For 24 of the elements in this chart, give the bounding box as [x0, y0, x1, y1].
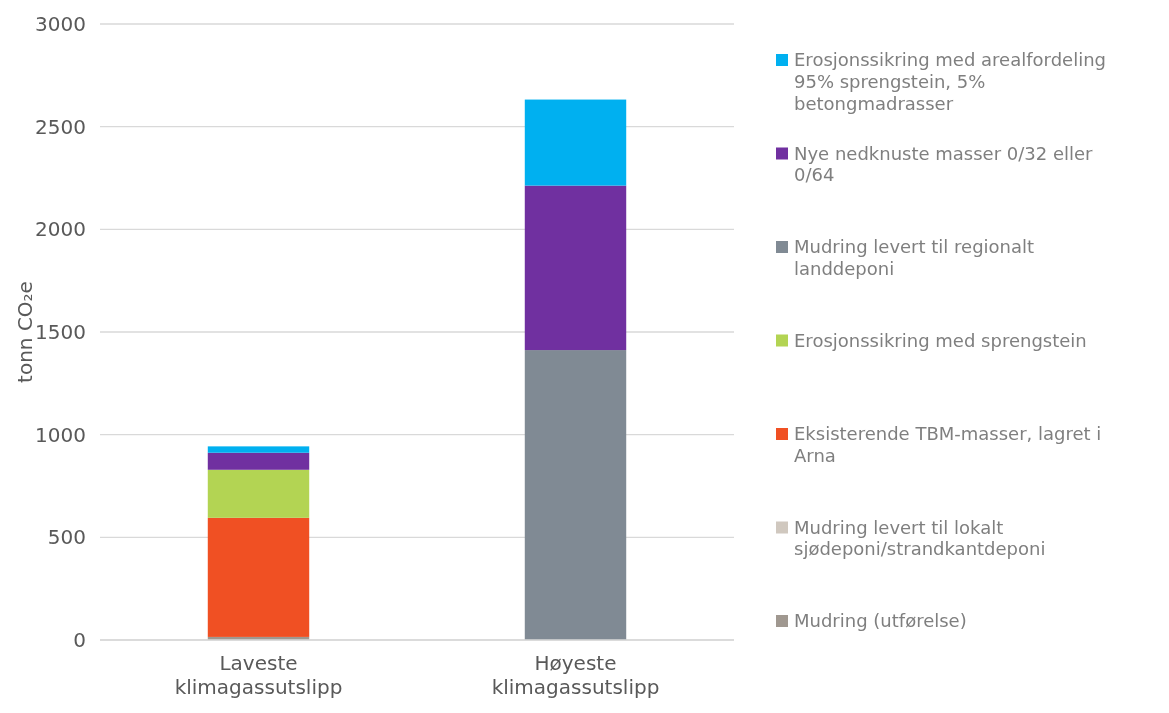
x-tick-label: Høyeste klimagassutslipp [491, 651, 660, 699]
bar [207, 469, 310, 518]
legend-label: Erosjonssikring med sprengstein [794, 329, 1087, 351]
x-tick-label: Laveste klimagassutslipp [174, 651, 343, 699]
legend-label: Mudring levert til lokalt sjødeponi/strandkantdeponi [794, 516, 1046, 560]
y-tick-label: 1000 [35, 422, 86, 447]
bar [207, 446, 310, 453]
bar [524, 99, 627, 186]
bar [207, 517, 310, 637]
legend-label: Erosjonssikring med arealfordeling 95% sprengstein, 5% betongmadrasser [794, 49, 1106, 114]
legend-label: Mudring (utførelse) [794, 610, 967, 632]
legend-label: Eksisterende TBM-masser, lagret i Arna [794, 423, 1102, 466]
y-tick-label: 1500 [35, 320, 86, 344]
legend-label: Mudring levert til regionalt landdeponi [794, 236, 1035, 279]
legend-label: Nye nedknuste masser 0/32 eller 0/64 [794, 142, 1094, 186]
y-tick-label: 3000 [35, 12, 86, 36]
y-tick-label: 2500 [35, 114, 86, 139]
bar [207, 452, 310, 470]
y-axis-title: tonn CO₂e [13, 281, 37, 383]
y-tick-label: 500 [47, 525, 86, 550]
y-tick-label: 2000 [35, 217, 86, 242]
bar [524, 185, 627, 351]
y-tick-label: 0 [73, 628, 86, 652]
bar [524, 350, 627, 640]
